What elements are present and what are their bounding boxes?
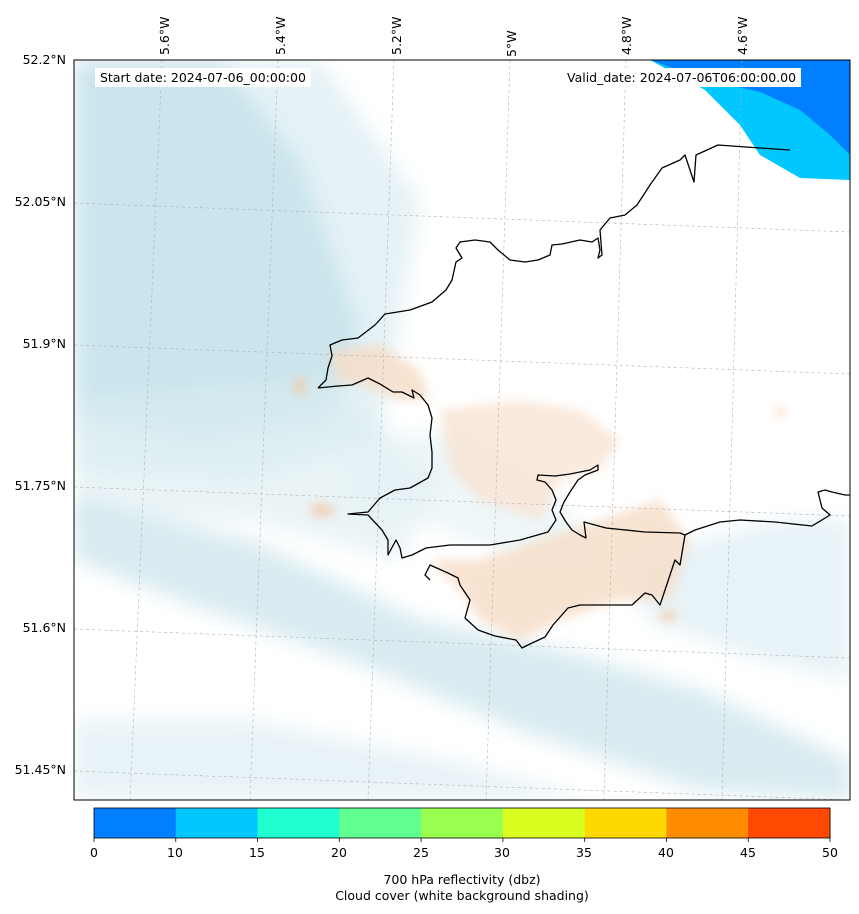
coastline-main bbox=[317, 144, 791, 389]
coastline bbox=[317, 144, 850, 649]
colorbar-tick-label: 30 bbox=[494, 845, 510, 860]
coastline-east bbox=[684, 489, 850, 536]
lat-label: 52.05°N bbox=[14, 194, 66, 209]
cloud-west-band bbox=[74, 380, 440, 560]
colorbar-segment bbox=[502, 808, 586, 838]
colorbar-segment bbox=[257, 808, 340, 838]
lat-label: 52.2°N bbox=[22, 52, 66, 67]
colorbar-segment bbox=[748, 808, 831, 838]
colorbar-segment bbox=[584, 808, 667, 838]
colorbar-tick-label: 15 bbox=[249, 845, 265, 860]
colorbar-subtitle: Cloud cover (white background shading) bbox=[335, 888, 589, 903]
lon-label: 5.6°W bbox=[157, 16, 172, 56]
colorbar-segment bbox=[421, 808, 504, 838]
refl-spot-west bbox=[310, 504, 334, 516]
lon-label: 5.4°W bbox=[273, 16, 288, 56]
cloud-sw-band bbox=[74, 500, 850, 800]
colorbar-tick-label: 40 bbox=[658, 845, 674, 860]
lon-label: 4.8°W bbox=[619, 16, 634, 56]
refl-north-coast bbox=[330, 345, 430, 400]
lat-label: 51.9°N bbox=[22, 336, 66, 351]
lon-label: 5.2°W bbox=[389, 16, 404, 56]
colorbar-tick-label: 50 bbox=[822, 845, 838, 860]
colorbar-tick-label: 45 bbox=[740, 845, 756, 860]
colorbar-tick-label: 25 bbox=[413, 845, 429, 860]
colorbar-tick-label: 20 bbox=[331, 845, 347, 860]
valid-date-label: Valid_date: 2024-07-06T06:00:00.00 bbox=[562, 68, 802, 87]
coastline-south bbox=[317, 377, 686, 649]
colorbar-segment bbox=[94, 808, 177, 838]
lon-label: 4.6°W bbox=[735, 16, 750, 56]
refl-south-peninsula bbox=[430, 500, 690, 640]
refl-spot-north bbox=[295, 376, 305, 396]
colorbar-border bbox=[93, 807, 831, 839]
low-reflectivity-shading bbox=[295, 345, 784, 640]
cloud-nw-fringe bbox=[74, 60, 420, 480]
colorbar bbox=[93, 807, 831, 842]
refl-spot-east bbox=[776, 408, 784, 416]
map-border bbox=[73, 59, 851, 801]
colorbar-tick-label: 35 bbox=[576, 845, 592, 860]
colorbar-tick-label: 10 bbox=[167, 845, 183, 860]
colorbar-title: 700 hPa reflectivity (dbz) bbox=[383, 872, 541, 887]
start-date-label: Start date: 2024-07-06_00:00:00 bbox=[95, 68, 311, 87]
refl-spot-south bbox=[660, 611, 676, 621]
lat-label: 51.45°N bbox=[14, 762, 66, 777]
lat-label: 51.75°N bbox=[14, 478, 66, 493]
colorbar-tick-label: 0 bbox=[90, 845, 98, 860]
lon-label: 5°W bbox=[504, 30, 519, 57]
cloud-cover-shading bbox=[74, 60, 850, 800]
colorbar-segment bbox=[666, 808, 749, 838]
lat-label: 51.6°N bbox=[22, 620, 66, 635]
map-content bbox=[74, 60, 850, 800]
colorbar-segment bbox=[339, 808, 422, 838]
refl-peninsula bbox=[440, 400, 620, 520]
cloud-south-band bbox=[74, 720, 600, 800]
cloud-channel bbox=[340, 430, 600, 560]
colorbar-segment bbox=[175, 808, 259, 838]
